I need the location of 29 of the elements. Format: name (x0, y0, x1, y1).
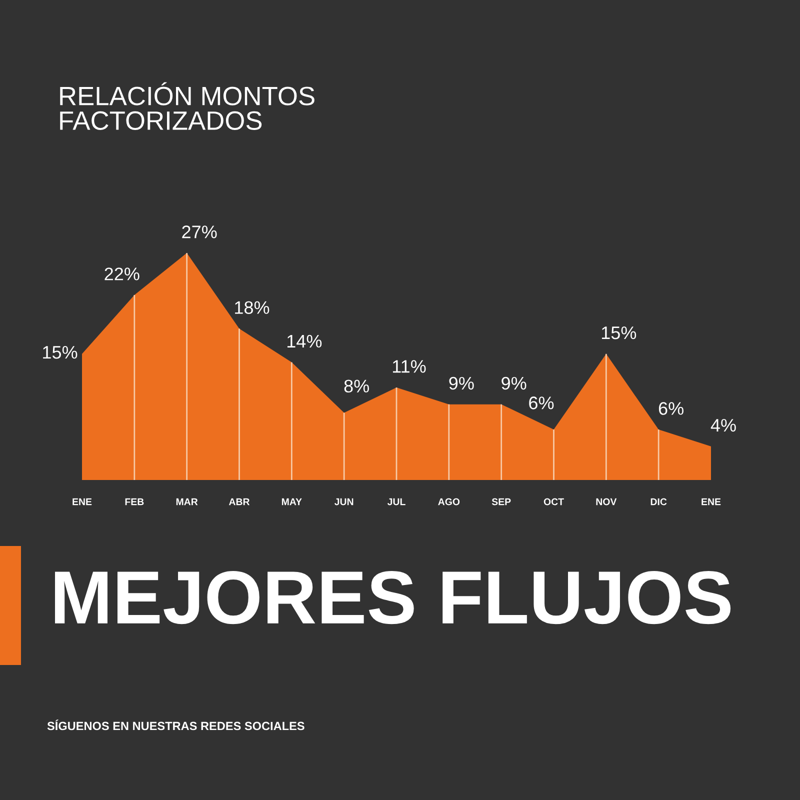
data-label: 15% (602, 326, 636, 340)
chart-title: RELACIÓN MONTOS FACTORIZADOS (60, 82, 314, 130)
data-label: 9% (449, 376, 474, 390)
x-tick-label: MAY (282, 498, 302, 506)
data-label: 6% (658, 402, 684, 415)
x-tick-label: JUN (334, 498, 354, 506)
x-tick-label: ABR (228, 498, 250, 506)
data-label: 9% (502, 376, 526, 390)
x-tick-label: NOV (596, 498, 617, 506)
x-tick-label: DIC (650, 498, 667, 506)
x-tick-label: AGO (438, 498, 460, 506)
text: SÍGUENOS EN NUESTRAS REDES SOCIALES (47, 720, 304, 730)
data-label: 18% (235, 301, 270, 314)
data-label: 15% (43, 346, 78, 359)
x-tick-label: OCT (544, 498, 564, 506)
data-label: 27% (182, 226, 217, 238)
x-tick-label: FEB (125, 498, 144, 506)
x-tick-label: MAR (176, 498, 198, 506)
data-label: 11% (392, 360, 426, 373)
data-label: 8% (344, 380, 369, 393)
x-tick-label: ENE (72, 498, 92, 506)
text: MEJORES FLUJOS (55, 571, 731, 624)
data-label: 22% (104, 268, 140, 280)
data-label: 4% (710, 418, 736, 432)
data-label: 6% (529, 396, 554, 410)
data-label: 14% (287, 334, 322, 348)
x-tick-label: SEP (492, 498, 511, 506)
x-tick-label: JUL (387, 498, 406, 506)
x-tick-label: ENE (702, 498, 721, 506)
